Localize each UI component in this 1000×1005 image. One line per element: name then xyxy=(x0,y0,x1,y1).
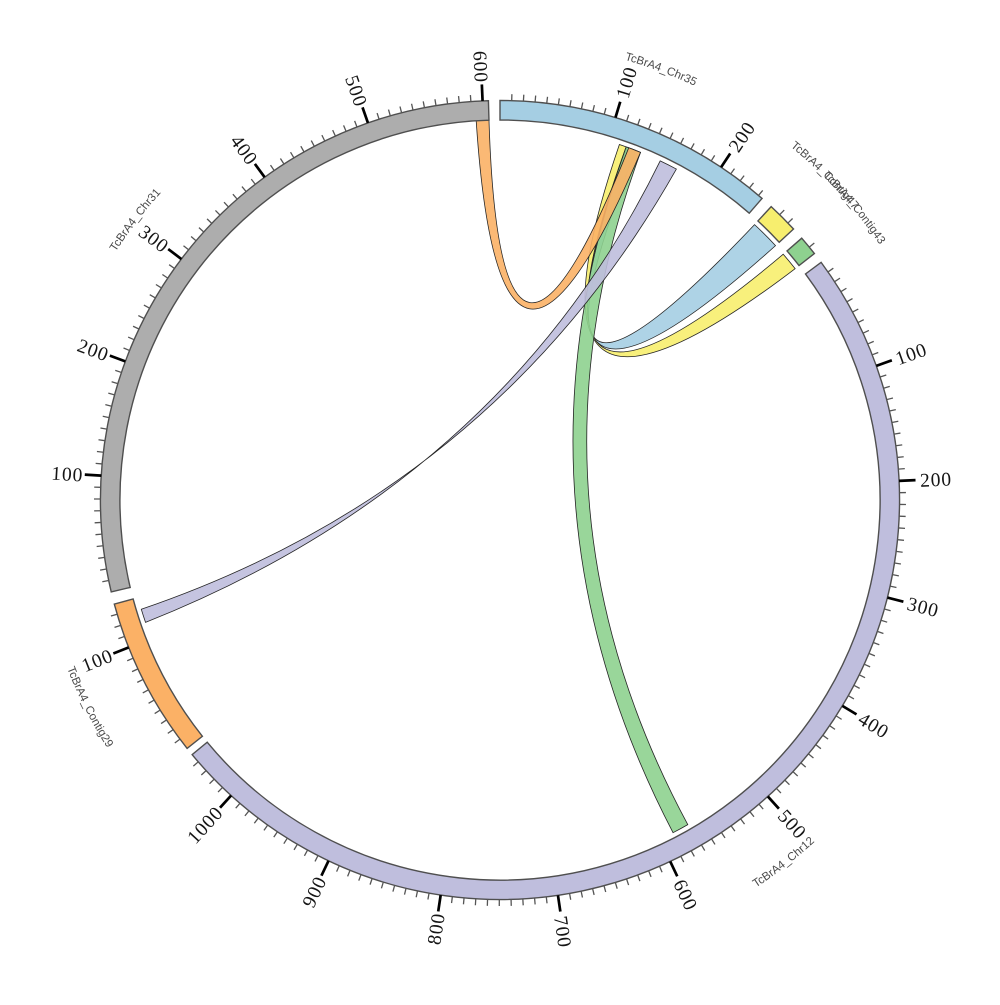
svg-text:100: 100 xyxy=(51,464,84,487)
svg-text:200: 200 xyxy=(920,469,953,492)
svg-text:600: 600 xyxy=(468,51,490,84)
